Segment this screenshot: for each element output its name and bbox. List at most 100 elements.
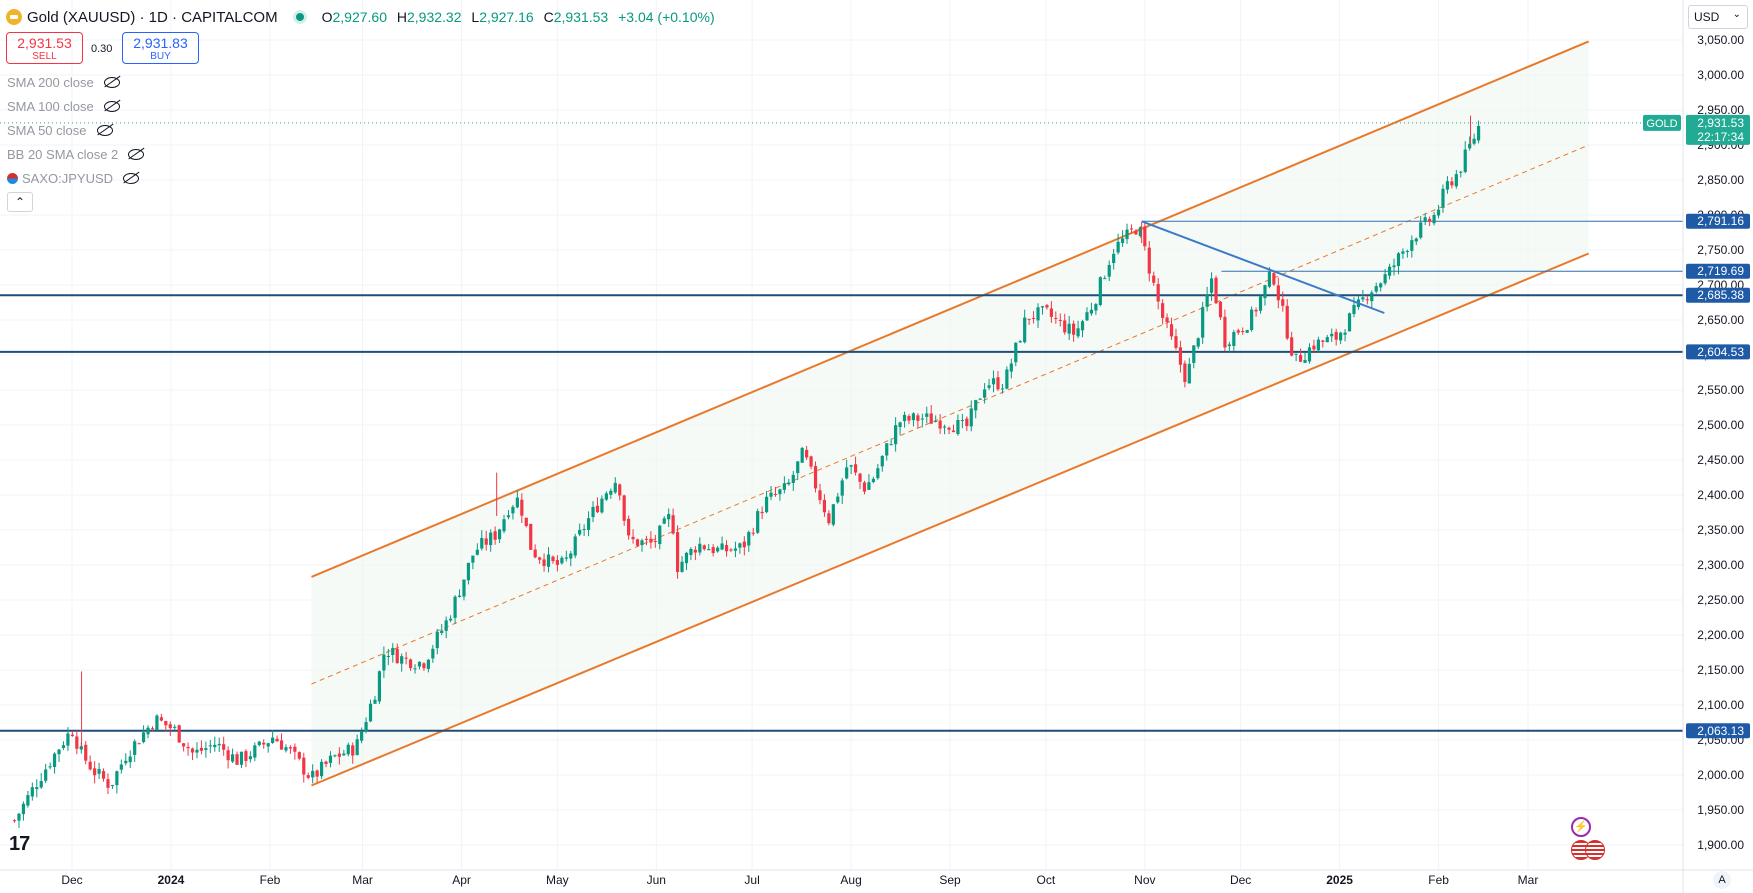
candle-body (555, 560, 560, 565)
candle (956, 414, 960, 436)
candle-body (1183, 363, 1187, 383)
candle (1423, 213, 1427, 225)
candle (1405, 249, 1409, 258)
candle (1089, 302, 1094, 316)
indicator-sma200[interactable]: SMA 200 close (7, 75, 120, 90)
candle-body (1018, 341, 1022, 343)
candle-body (627, 518, 631, 536)
candle (1294, 353, 1298, 362)
eye-hidden-icon[interactable] (123, 173, 140, 184)
collapse-legend-button[interactable]: ⌃ (7, 192, 33, 212)
candle-body (302, 757, 306, 775)
candle-body (1023, 317, 1027, 343)
candle (360, 727, 364, 744)
time-axis[interactable]: Dec 2024 Feb Mar Apr May Jun Jul Aug Sep Oct Nov Dec… (0, 869, 1753, 887)
candle-body (591, 506, 595, 518)
candle-body (1187, 363, 1191, 384)
candle-body (1009, 363, 1013, 372)
candle (279, 733, 284, 750)
candle-body (1396, 253, 1401, 267)
horizontal-levels[interactable] (0, 220, 1683, 732)
auto-scale-button[interactable]: A (1713, 871, 1731, 889)
candle-body (1392, 265, 1396, 268)
eye-hidden-icon[interactable] (103, 77, 120, 88)
candle-body (386, 655, 390, 657)
candle-body (21, 803, 26, 815)
candle (119, 759, 123, 774)
candle-body (1178, 347, 1183, 365)
lightning-icon[interactable]: ⚡ (1571, 817, 1591, 837)
candle-body (1263, 285, 1267, 299)
level-price-tag (1686, 287, 1750, 303)
candle (466, 562, 471, 585)
candle (787, 478, 791, 486)
candle (502, 514, 506, 534)
candle-body (1334, 331, 1338, 340)
candle-body (520, 499, 524, 516)
candle (907, 414, 911, 425)
candle-body (404, 657, 408, 659)
indicator-jpyusd[interactable]: SAXO:JPYUSD (7, 171, 140, 186)
sell-button[interactable]: 2,931.53 SELL (6, 32, 83, 64)
time-tick-label: May (546, 873, 569, 887)
events-flags-icon[interactable] (1571, 840, 1609, 860)
candle-body (658, 525, 662, 545)
eye-hidden-icon[interactable] (128, 149, 145, 160)
candle-body (640, 540, 644, 546)
candle-body (462, 579, 466, 597)
open-value: 2,927.60 (332, 9, 387, 25)
candle-body (1201, 307, 1205, 338)
candle (635, 538, 640, 547)
indicator-sma100[interactable]: SMA 100 close (7, 99, 120, 114)
candle-body (724, 545, 729, 552)
candle (293, 743, 297, 760)
candle-body (1436, 209, 1441, 216)
symbol-header[interactable]: Gold (XAUUSD) · 1D · CAPITALCOM O2,927.6… (6, 6, 715, 28)
candle (1156, 278, 1160, 310)
symbol-title[interactable]: Gold (XAUUSD) · 1D · CAPITALCOM (27, 8, 278, 26)
candle (1441, 184, 1445, 213)
candle-body (213, 744, 217, 748)
candle-body (711, 547, 715, 554)
candle (1325, 334, 1329, 343)
candle (631, 529, 635, 544)
candle-body (729, 549, 733, 551)
time-tick-label: Mar (352, 873, 373, 887)
candle (1054, 311, 1058, 324)
eye-hidden-icon[interactable] (96, 125, 113, 136)
candle (66, 727, 70, 752)
regression-channel[interactable] (311, 40, 1590, 787)
candle (497, 528, 502, 543)
indicator-bb[interactable]: BB 20 SMA close 2 (7, 147, 145, 162)
candle (230, 748, 235, 764)
candle (591, 501, 595, 523)
candle-body (1076, 328, 1080, 337)
candle (373, 695, 377, 704)
candle (1058, 313, 1062, 327)
candle (351, 742, 355, 764)
candle (506, 510, 511, 520)
candle (333, 754, 337, 758)
tradingview-logo-icon[interactable]: 17 (9, 833, 30, 855)
level-price-label: 2,719.69 (1697, 264, 1744, 278)
currency-select[interactable]: USD ⌄ (1688, 5, 1748, 29)
candle (1303, 352, 1307, 363)
candle-body (889, 444, 893, 446)
buy-button[interactable]: 2,931.83 BUY (122, 32, 199, 64)
candle-body (916, 415, 920, 421)
candle (822, 494, 827, 517)
price-tick-label: 3,050.00 (1697, 33, 1744, 47)
eye-hidden-icon[interactable] (103, 101, 120, 112)
time-tick-label: Apr (452, 873, 471, 887)
candle-body (1307, 347, 1312, 362)
candle-body (61, 745, 66, 748)
candle-body (578, 529, 582, 535)
candle-body (328, 755, 333, 763)
candle-body (48, 766, 52, 768)
trendline[interactable] (0, 122, 1683, 314)
price-tick-label: 2,100.00 (1697, 698, 1744, 712)
candle (199, 740, 204, 755)
level-price-label: 2,063.13 (1697, 724, 1744, 738)
indicator-sma50[interactable]: SMA 50 close (7, 123, 113, 138)
